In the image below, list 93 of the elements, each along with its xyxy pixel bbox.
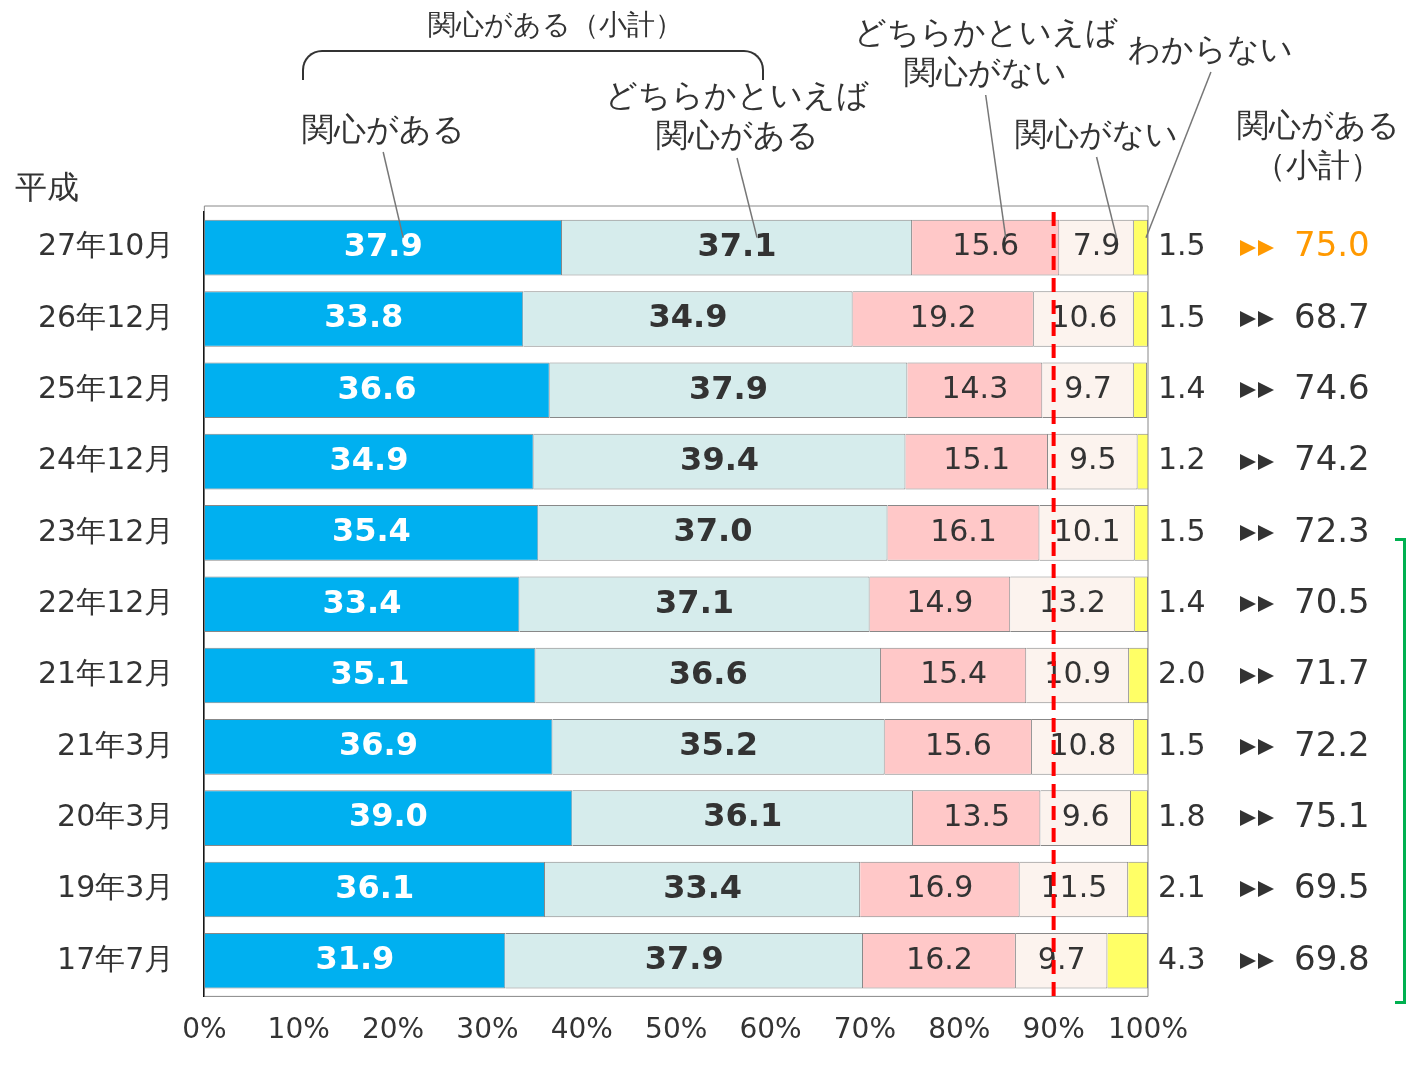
text: 72.3 xyxy=(1294,509,1370,550)
data-label: 36.1 xyxy=(335,867,415,906)
y-tick-label: 21年3月 xyxy=(57,726,175,762)
data-label: 15.4 xyxy=(920,655,988,691)
data-label: 37.0 xyxy=(673,511,753,550)
x-tick-label: 60% xyxy=(739,1012,802,1046)
text: 75.0 xyxy=(1294,224,1370,265)
data-label: 37.1 xyxy=(655,582,735,621)
data-label: 31.9 xyxy=(315,939,395,978)
text: 69.5 xyxy=(1294,866,1370,907)
x-tick-label: 70% xyxy=(833,1012,897,1046)
text: 75.1 xyxy=(1294,794,1370,835)
data-label: 1.5 xyxy=(1158,512,1206,548)
data-label: 14.9 xyxy=(906,584,974,619)
data-label: 36.9 xyxy=(338,725,418,764)
data-label: 9.7 xyxy=(1037,940,1086,976)
data-label: 37.9 xyxy=(644,939,724,978)
data-label: 34.9 xyxy=(329,439,409,478)
data-label: 37.9 xyxy=(689,368,769,407)
x-tick-label: 30% xyxy=(456,1012,519,1046)
text: 70.5 xyxy=(1294,581,1370,622)
x-tick-label: 100% xyxy=(1107,1012,1189,1046)
y-tick-label: 21年12月 xyxy=(37,655,175,691)
data-label: 16.2 xyxy=(906,940,973,976)
data-label: 15.1 xyxy=(943,441,1011,477)
text: 74.2 xyxy=(1294,438,1370,479)
x-tick-label: 10% xyxy=(267,1012,330,1046)
data-label: 39.4 xyxy=(680,439,760,478)
text: 関心がある（小計） xyxy=(427,8,683,42)
y-tick-label: 25年12月 xyxy=(37,370,175,406)
y-tick-label: 26年12月 xyxy=(37,298,175,334)
x-tick-label: 20% xyxy=(361,1012,425,1046)
text: 68.7 xyxy=(1294,295,1370,336)
x-tick-label: 40% xyxy=(550,1012,613,1046)
data-label: 33.8 xyxy=(324,297,404,336)
x-tick-label: 0% xyxy=(182,1012,227,1046)
y-tick-label: 27年10月 xyxy=(37,227,175,263)
data-label: 1.2 xyxy=(1158,441,1206,477)
data-label: 33.4 xyxy=(322,582,402,621)
data-label: 35.1 xyxy=(330,653,410,692)
data-label: 1.5 xyxy=(1158,726,1206,762)
data-label: 15.6 xyxy=(924,726,992,762)
y-tick-label: 23年12月 xyxy=(37,512,175,548)
data-label: 39.0 xyxy=(348,796,428,835)
data-label: 36.1 xyxy=(703,796,783,835)
data-label: 1.4 xyxy=(1158,370,1206,406)
text: 関心がある xyxy=(301,110,465,149)
data-label: 1.5 xyxy=(1158,227,1206,263)
text: 71.7 xyxy=(1294,652,1370,693)
data-label: 36.6 xyxy=(668,653,748,692)
text: 平成 xyxy=(15,168,79,207)
x-tick-label: 80% xyxy=(928,1012,991,1046)
data-label: 34.9 xyxy=(648,297,728,336)
text: わからない xyxy=(1128,30,1294,69)
data-label: 10.6 xyxy=(1050,298,1118,334)
data-label: 36.6 xyxy=(337,368,417,407)
data-label: 16.1 xyxy=(930,512,997,548)
data-label: 19.2 xyxy=(909,298,977,334)
data-label: 9.7 xyxy=(1064,370,1112,406)
data-label: 35.2 xyxy=(679,725,759,764)
text: 関心がない xyxy=(1015,115,1179,154)
text: 74.6 xyxy=(1294,367,1370,408)
data-label: 13.2 xyxy=(1039,584,1106,619)
data-label: 13.5 xyxy=(943,797,1011,833)
data-label: 37.1 xyxy=(697,225,777,264)
x-tick-label: 90% xyxy=(1022,1012,1085,1046)
data-label: 10.1 xyxy=(1053,512,1121,548)
data-label: 15.6 xyxy=(952,227,1020,263)
data-label: 7.9 xyxy=(1072,227,1121,263)
data-label: 11.5 xyxy=(1040,869,1108,905)
y-tick-label: 19年3月 xyxy=(57,869,175,905)
data-label: 1.8 xyxy=(1158,797,1206,833)
text: 関心がある（小計） xyxy=(1236,106,1400,185)
y-tick-label: 22年12月 xyxy=(37,584,175,619)
data-label: 2.0 xyxy=(1158,655,1206,691)
x-tick-label: 50% xyxy=(645,1012,708,1046)
data-label: 2.1 xyxy=(1158,869,1206,905)
data-label: 4.3 xyxy=(1158,940,1206,976)
y-tick-label: 17年7月 xyxy=(57,940,175,976)
data-label: 9.5 xyxy=(1068,441,1117,477)
y-tick-label: 20年3月 xyxy=(57,797,175,833)
data-label: 1.4 xyxy=(1158,584,1206,619)
data-label: 37.9 xyxy=(343,225,423,264)
y-tick-label: 24年12月 xyxy=(37,441,175,477)
text: 69.8 xyxy=(1294,937,1370,978)
data-label: 16.9 xyxy=(906,869,974,905)
data-label: 1.5 xyxy=(1158,298,1206,334)
data-label: 14.3 xyxy=(941,370,1009,406)
text: 72.2 xyxy=(1294,723,1370,764)
data-label: 9.6 xyxy=(1061,797,1110,833)
data-label: 33.4 xyxy=(663,867,743,906)
data-label: 35.4 xyxy=(331,511,411,550)
data-label: 10.8 xyxy=(1049,726,1117,762)
